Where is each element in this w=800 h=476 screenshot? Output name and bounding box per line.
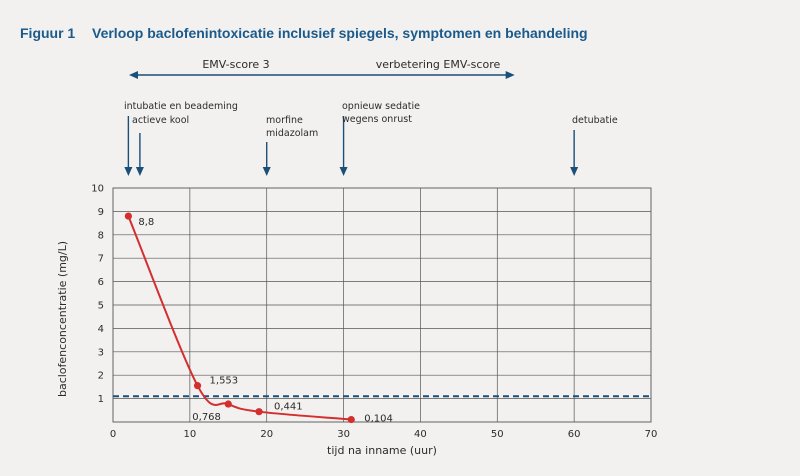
event-label: wegens onrust xyxy=(342,114,412,125)
data-label: 1,553 xyxy=(210,376,239,387)
event-label: actieve kool xyxy=(132,115,189,126)
figure-title: Figuur 1 Verloop baclofenintoxicatie incl… xyxy=(20,25,588,41)
x-tick-label: 20 xyxy=(260,429,273,440)
x-tick-label: 10 xyxy=(183,429,196,440)
event-label: intubatie en beademing xyxy=(124,101,238,112)
data-label: 0,104 xyxy=(364,414,393,425)
event-label: morfine xyxy=(266,115,303,126)
data-point xyxy=(124,212,132,220)
event-markers: intubatie en beademing actieve kool morfin… xyxy=(124,101,618,176)
data-label: 0,441 xyxy=(274,402,303,413)
axis-ticks: 0 10 20 30 40 50 60 70 1 2 3 4 5 6 7 8 9 10 xyxy=(91,184,657,441)
y-tick-label: 2 xyxy=(98,371,104,382)
event-arrowhead xyxy=(570,167,579,176)
series-group: 8,8 1,553 0,768 0,441 0,104 xyxy=(124,212,393,425)
data-label: 8,8 xyxy=(138,217,154,228)
series-line xyxy=(127,215,352,421)
data-point xyxy=(255,408,263,416)
x-tick-label: 50 xyxy=(491,429,504,440)
y-tick-label: 9 xyxy=(98,207,104,218)
event-label: detubatie xyxy=(572,115,618,126)
emv-band: EMV-score 3 verbetering EMV-score xyxy=(129,58,515,79)
x-axis-label: tijd na inname (uur) xyxy=(327,444,437,457)
data-point xyxy=(224,400,232,408)
x-tick-label: 30 xyxy=(337,429,350,440)
emv-band-arrowhead-left xyxy=(129,71,138,79)
data-point xyxy=(193,382,202,390)
y-tick-label: 8 xyxy=(98,230,104,241)
y-tick-label: 10 xyxy=(91,184,104,195)
emv-band-arrowhead-right xyxy=(505,71,515,79)
emv-band-left-label: EMV-score 3 xyxy=(202,58,269,71)
y-tick-label: 3 xyxy=(98,347,104,358)
y-tick-label: 4 xyxy=(98,324,104,335)
event-arrowhead xyxy=(124,167,133,176)
event-label: opnieuw sedatie xyxy=(342,101,420,112)
figure-number: Figuur 1 xyxy=(20,25,76,41)
x-tick-label: 0 xyxy=(110,429,116,440)
chart-grid xyxy=(112,187,652,423)
event-arrowhead xyxy=(135,167,144,176)
event-label: midazolam xyxy=(266,128,318,139)
event-arrowhead xyxy=(262,167,271,176)
data-point xyxy=(347,415,355,424)
y-axis-label: baclofenconcentratie (mg/L) xyxy=(56,241,69,397)
x-tick-label: 60 xyxy=(568,429,581,440)
x-tick-label: 40 xyxy=(414,429,427,440)
y-tick-label: 5 xyxy=(98,301,104,312)
y-tick-label: 1 xyxy=(98,394,104,405)
figure-caption: Verloop baclofenintoxicatie inclusief sp… xyxy=(92,25,588,41)
y-tick-label: 6 xyxy=(98,277,104,288)
emv-band-right-label: verbetering EMV-score xyxy=(376,58,501,71)
data-label: 0,768 xyxy=(192,412,221,423)
event-arrowhead xyxy=(339,167,348,176)
y-tick-label: 7 xyxy=(98,254,104,265)
x-tick-label: 70 xyxy=(645,429,658,440)
